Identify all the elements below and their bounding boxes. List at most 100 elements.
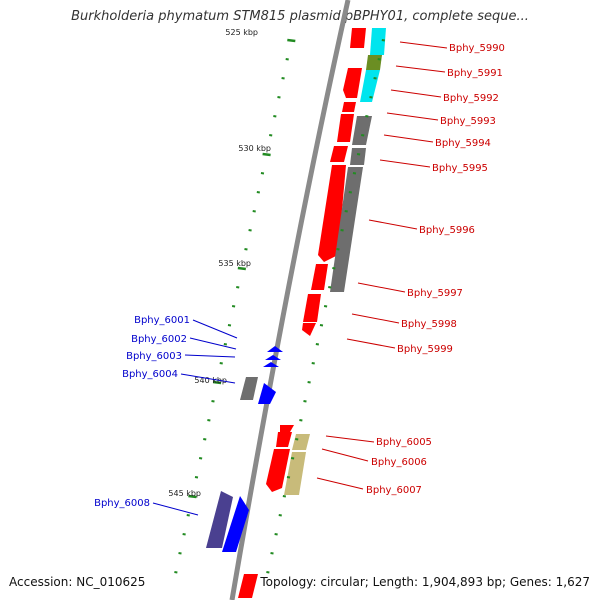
gene-feature[interactable] (342, 102, 356, 112)
minor-tick (336, 248, 340, 251)
major-tick (237, 266, 246, 271)
minor-tick (211, 400, 215, 403)
gene-label[interactable]: Bphy_5997 (407, 288, 463, 299)
minor-tick (303, 400, 307, 403)
minor-tick (369, 96, 373, 99)
outer-track (284, 28, 386, 495)
gene-feature[interactable] (303, 294, 321, 322)
minor-tick (260, 172, 265, 175)
minor-tick (194, 476, 199, 479)
gene-feature[interactable] (343, 68, 362, 98)
minor-tick (365, 115, 369, 118)
scale-ticks (174, 38, 385, 574)
gene-feature[interactable] (266, 449, 290, 492)
minor-tick (223, 343, 228, 346)
minor-tick (373, 77, 377, 80)
minor-tick (315, 343, 320, 346)
minor-tick (207, 419, 211, 422)
minor-tick (307, 381, 311, 384)
scale-label: 535 kbp (218, 259, 251, 268)
scale-label: 540 kbp (194, 376, 227, 385)
gene-feature[interactable] (284, 452, 306, 495)
topology-text: Topology: circular; Length: 1,904,893 bp… (260, 575, 590, 589)
gene-feature[interactable] (366, 55, 382, 70)
leader-lines (152, 41, 448, 516)
gene-label[interactable]: Bphy_5991 (447, 68, 503, 79)
gene-label[interactable]: Bphy_6006 (371, 457, 427, 468)
scale-label: 530 kbp (238, 144, 271, 153)
gene-feature[interactable] (330, 146, 348, 162)
gene-feature[interactable] (370, 28, 386, 55)
gene-label[interactable]: Bphy_6003 (126, 351, 182, 362)
gene-feature[interactable] (267, 346, 283, 352)
gene-label[interactable]: Bphy_6001 (134, 315, 190, 326)
gene-label[interactable]: Bphy_6008 (94, 498, 150, 509)
gene-feature[interactable] (337, 114, 354, 142)
gene-feature[interactable] (350, 148, 366, 165)
gene-label[interactable]: Bphy_5999 (397, 344, 453, 355)
minor-tick (182, 533, 186, 536)
minor-tick (231, 305, 236, 308)
minor-tick (236, 286, 240, 289)
gene-label[interactable]: Bphy_5990 (449, 43, 505, 54)
scale-label: 545 kbp (168, 489, 201, 498)
gene-label[interactable]: Bphy_6005 (376, 437, 432, 448)
scale-labels: 525 kbp 530 kbp 535 kbp 540 kbp 545 kbp (168, 28, 271, 498)
major-tick (262, 152, 271, 157)
inner-track (238, 28, 366, 598)
minor-tick (256, 191, 261, 194)
gene-label[interactable]: Bphy_5993 (440, 116, 496, 127)
gene-feature[interactable] (292, 434, 310, 450)
backbone-arc (229, 0, 351, 600)
minor-tick (174, 571, 178, 574)
gene-feature[interactable] (206, 491, 233, 548)
minor-tick (269, 134, 273, 137)
gene-label[interactable]: Bphy_5998 (401, 319, 457, 330)
gene-feature[interactable] (276, 432, 292, 447)
scale-label: 525 kbp (225, 28, 258, 37)
minor-tick (348, 191, 353, 194)
gene-feature[interactable] (265, 355, 281, 360)
gene-label[interactable]: Bphy_6002 (131, 334, 187, 345)
gene-labels: Bphy_5990 Bphy_5991 Bphy_5992 Bphy_5993 … (94, 43, 505, 509)
gene-label[interactable]: Bphy_5994 (435, 138, 491, 149)
minor-tick (290, 457, 295, 460)
gene-feature[interactable] (238, 574, 258, 598)
gene-feature[interactable] (330, 167, 363, 292)
minor-tick (244, 248, 248, 251)
minor-tick (356, 153, 361, 156)
minor-tick (295, 438, 299, 441)
minor-tick (248, 229, 252, 232)
minor-tick (328, 286, 332, 289)
gene-label[interactable]: Bphy_5992 (443, 93, 499, 104)
minor-tick (286, 476, 291, 479)
gene-feature[interactable] (258, 383, 276, 404)
gene-label[interactable]: Bphy_6004 (122, 369, 178, 380)
gene-feature[interactable] (222, 496, 249, 552)
accession-text: Accession: NC_010625 (9, 575, 146, 589)
gene-feature[interactable] (280, 425, 294, 432)
gene-feature[interactable] (240, 377, 258, 400)
minor-tick (381, 39, 385, 42)
minor-tick (219, 362, 223, 365)
gene-label[interactable]: Bphy_6007 (366, 485, 422, 496)
gene-feature[interactable] (352, 116, 372, 145)
minor-tick (377, 58, 381, 61)
gene-feature[interactable] (302, 323, 316, 336)
minor-tick (186, 514, 190, 517)
minor-tick (340, 229, 344, 232)
gene-feature[interactable] (350, 28, 366, 48)
gene-feature[interactable] (311, 264, 328, 290)
minor-tick (278, 514, 282, 517)
minor-tick (352, 172, 357, 175)
minor-tick (273, 115, 277, 118)
gene-label[interactable]: Bphy_5996 (419, 225, 475, 236)
minor-tick (252, 210, 256, 213)
gene-feature[interactable] (263, 362, 279, 367)
minor-tick (282, 495, 287, 498)
gene-label[interactable]: Bphy_5995 (432, 163, 488, 174)
minor-tick (344, 210, 348, 213)
minor-tick (323, 305, 328, 308)
minor-tick (281, 77, 285, 80)
